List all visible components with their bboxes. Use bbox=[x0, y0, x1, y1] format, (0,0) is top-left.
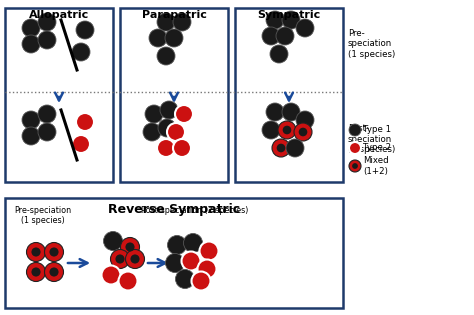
Circle shape bbox=[266, 103, 284, 121]
Circle shape bbox=[45, 262, 64, 282]
Circle shape bbox=[157, 13, 175, 31]
Circle shape bbox=[126, 249, 145, 268]
FancyBboxPatch shape bbox=[120, 8, 228, 182]
Circle shape bbox=[349, 124, 361, 136]
Circle shape bbox=[38, 123, 56, 141]
Circle shape bbox=[118, 272, 137, 290]
Circle shape bbox=[22, 35, 40, 53]
Circle shape bbox=[76, 21, 94, 39]
Text: Type 1: Type 1 bbox=[363, 125, 391, 135]
Circle shape bbox=[349, 160, 361, 172]
Circle shape bbox=[126, 243, 135, 252]
Circle shape bbox=[158, 119, 176, 137]
Circle shape bbox=[157, 47, 175, 65]
Circle shape bbox=[283, 126, 292, 134]
Circle shape bbox=[116, 255, 125, 264]
Text: Parapatric: Parapatric bbox=[142, 10, 207, 20]
Circle shape bbox=[103, 232, 122, 250]
Circle shape bbox=[294, 123, 312, 141]
Circle shape bbox=[262, 27, 280, 45]
Text: Post-
speciation
(2 species): Post- speciation (2 species) bbox=[348, 124, 395, 154]
Circle shape bbox=[110, 249, 129, 268]
FancyBboxPatch shape bbox=[5, 8, 113, 182]
Circle shape bbox=[299, 128, 307, 136]
Circle shape bbox=[173, 139, 191, 157]
Text: Pre-speciation
(1 species): Pre-speciation (1 species) bbox=[14, 206, 72, 226]
Circle shape bbox=[22, 19, 40, 37]
Circle shape bbox=[352, 163, 358, 169]
Circle shape bbox=[31, 248, 41, 256]
Circle shape bbox=[165, 29, 183, 47]
Text: Pre-
speciation
(1 species): Pre- speciation (1 species) bbox=[348, 29, 395, 59]
Circle shape bbox=[173, 13, 191, 31]
Circle shape bbox=[49, 248, 59, 256]
Circle shape bbox=[38, 13, 56, 31]
Circle shape bbox=[31, 267, 41, 277]
Circle shape bbox=[182, 251, 201, 271]
Circle shape bbox=[157, 139, 175, 157]
Circle shape bbox=[101, 266, 120, 284]
Circle shape bbox=[38, 31, 56, 49]
Text: Mixed
(1+2): Mixed (1+2) bbox=[363, 156, 389, 176]
FancyBboxPatch shape bbox=[5, 198, 343, 308]
Circle shape bbox=[296, 19, 314, 37]
Circle shape bbox=[262, 121, 280, 139]
FancyBboxPatch shape bbox=[235, 8, 343, 182]
Circle shape bbox=[143, 123, 161, 141]
Circle shape bbox=[22, 111, 40, 129]
Circle shape bbox=[198, 260, 217, 278]
Circle shape bbox=[45, 243, 64, 261]
Circle shape bbox=[270, 45, 288, 63]
Circle shape bbox=[200, 242, 219, 261]
Circle shape bbox=[27, 243, 46, 261]
Circle shape bbox=[120, 238, 139, 256]
Text: Sympatric: Sympatric bbox=[257, 10, 320, 20]
Circle shape bbox=[27, 262, 46, 282]
Circle shape bbox=[165, 254, 184, 272]
Circle shape bbox=[277, 144, 285, 152]
Circle shape bbox=[76, 113, 94, 131]
Circle shape bbox=[49, 267, 59, 277]
Circle shape bbox=[282, 103, 300, 121]
Circle shape bbox=[160, 101, 178, 119]
Circle shape bbox=[272, 139, 290, 157]
Circle shape bbox=[130, 255, 139, 264]
Circle shape bbox=[72, 135, 90, 153]
Circle shape bbox=[145, 105, 163, 123]
Circle shape bbox=[282, 11, 300, 29]
Text: Post-speciation (2 species): Post-speciation (2 species) bbox=[141, 206, 249, 215]
Circle shape bbox=[149, 29, 167, 47]
Circle shape bbox=[72, 43, 90, 61]
Circle shape bbox=[38, 105, 56, 123]
Circle shape bbox=[167, 236, 186, 255]
Circle shape bbox=[191, 272, 210, 290]
Circle shape bbox=[276, 27, 294, 45]
Text: Type 2: Type 2 bbox=[363, 144, 391, 152]
Circle shape bbox=[175, 270, 194, 289]
Text: Reverse Sympatric: Reverse Sympatric bbox=[108, 203, 240, 216]
Circle shape bbox=[22, 127, 40, 145]
Circle shape bbox=[266, 11, 284, 29]
Circle shape bbox=[278, 121, 296, 139]
Text: Allopatric: Allopatric bbox=[29, 10, 89, 20]
Circle shape bbox=[286, 139, 304, 157]
Circle shape bbox=[296, 111, 314, 129]
Circle shape bbox=[167, 123, 185, 141]
Circle shape bbox=[175, 105, 193, 123]
Circle shape bbox=[349, 142, 361, 154]
Circle shape bbox=[183, 233, 202, 253]
